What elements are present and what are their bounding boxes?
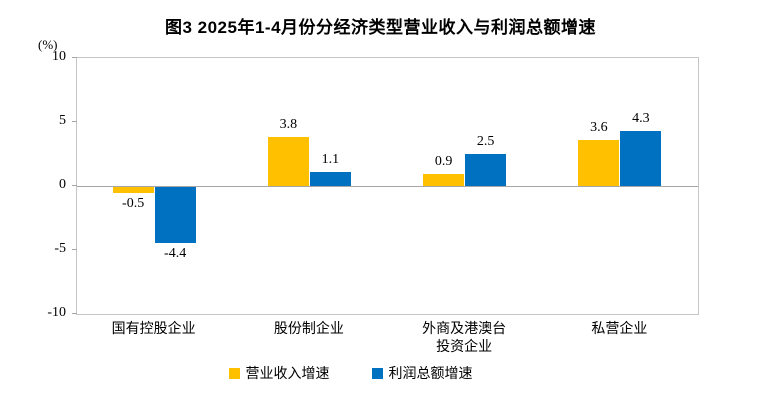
- bar-value-label: 3.8: [279, 117, 298, 133]
- legend-label: 利润总额增速: [388, 367, 473, 382]
- y-axis-tick-label: 0: [59, 177, 66, 192]
- category-label: 外商及港澳台 投资企业: [422, 322, 507, 355]
- y-axis-tick: [72, 313, 77, 314]
- legend-swatch: [371, 367, 383, 379]
- bar: [465, 154, 507, 186]
- y-axis-tick-label: 10: [52, 49, 66, 64]
- bar: [267, 137, 309, 186]
- bar: [620, 130, 662, 186]
- y-axis-unit-label: (%): [38, 37, 58, 52]
- y-axis-tick: [72, 57, 77, 58]
- legend-swatch: [228, 367, 240, 379]
- category-label: 国有控股企业: [111, 322, 196, 337]
- y-axis-tick-label: -10: [47, 305, 66, 320]
- y-axis-tick: [72, 121, 77, 122]
- plot-area: -0.5 -4.4 3.8 1.1 0.9 2.5 3.6 4.3: [76, 57, 699, 315]
- bar: [154, 187, 196, 244]
- legend-label: 营业收入增速: [245, 367, 330, 382]
- zero-line: [77, 186, 698, 187]
- y-axis-tick-label: 5: [59, 113, 66, 128]
- bar-value-label: 3.6: [590, 119, 608, 135]
- legend-item: 营业收入增速: [228, 363, 330, 383]
- bar: [423, 174, 465, 186]
- bar-value-label: 4.3: [632, 110, 650, 126]
- bar-value-label: -0.5: [122, 196, 145, 212]
- bar: [578, 139, 620, 186]
- bar-value-label: 1.1: [321, 151, 340, 167]
- legend: 营业收入增速 利润总额增速: [0, 363, 701, 383]
- y-axis-tick-label: -5: [54, 241, 66, 256]
- bar-value-label: 2.5: [476, 134, 495, 149]
- category-label: 股份制企业: [273, 322, 344, 337]
- bar-value-label: 0.9: [434, 154, 453, 170]
- bar: [309, 171, 351, 186]
- legend-item: 利润总额增速: [371, 363, 473, 383]
- y-axis-tick: [72, 185, 77, 186]
- y-axis-tick: [72, 249, 77, 250]
- category-label: 私营企业: [591, 322, 648, 337]
- bar-value-label: -4.4: [164, 246, 187, 262]
- chart-title: 图3 2025年1-4月份分经济类型营业收入与利润总额增速: [164, 18, 597, 37]
- bar: [112, 187, 154, 194]
